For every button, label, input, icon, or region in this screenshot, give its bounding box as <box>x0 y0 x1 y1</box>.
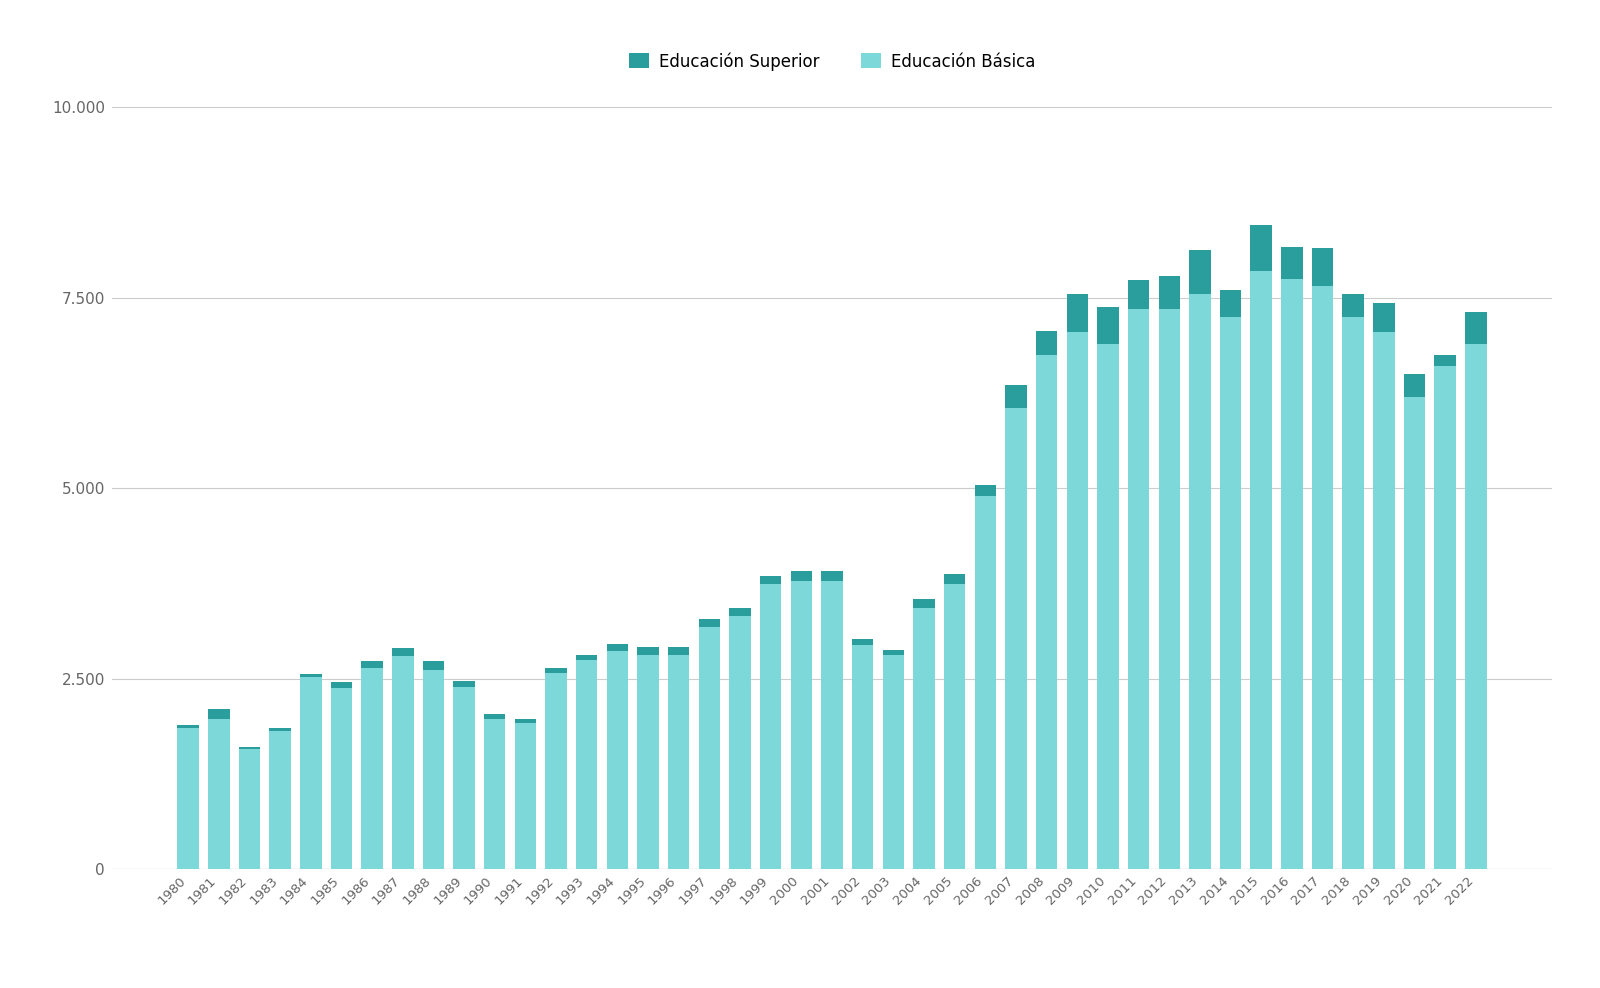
Bar <box>730 608 750 616</box>
Bar <box>422 670 445 869</box>
Bar <box>269 731 291 869</box>
Bar <box>1219 290 1242 317</box>
Bar <box>1403 374 1426 397</box>
Bar <box>422 661 445 670</box>
Bar <box>667 654 690 869</box>
Bar <box>485 714 506 718</box>
Bar <box>453 687 475 869</box>
Bar <box>606 644 629 651</box>
Bar <box>914 608 934 869</box>
Bar <box>1098 307 1118 344</box>
Bar <box>331 688 352 869</box>
Bar <box>1282 247 1302 279</box>
Bar <box>974 484 997 496</box>
Bar <box>238 749 261 869</box>
Bar <box>1158 277 1179 309</box>
Bar <box>576 654 597 660</box>
Bar <box>208 708 229 718</box>
Bar <box>1435 367 1456 869</box>
Bar <box>1189 294 1211 869</box>
Bar <box>362 661 382 668</box>
Bar <box>790 581 813 869</box>
Bar <box>637 654 659 869</box>
Bar <box>576 660 597 869</box>
Bar <box>392 656 413 869</box>
Bar <box>1312 287 1333 869</box>
Bar <box>485 718 506 869</box>
Bar <box>914 599 934 608</box>
Bar <box>944 574 965 584</box>
Bar <box>606 651 629 869</box>
Bar <box>269 728 291 731</box>
Bar <box>1128 281 1149 309</box>
Bar <box>1035 355 1058 869</box>
Bar <box>1373 332 1395 869</box>
Bar <box>1219 317 1242 869</box>
Bar <box>392 648 413 656</box>
Bar <box>821 571 843 581</box>
Bar <box>1373 303 1395 332</box>
Bar <box>760 584 781 869</box>
Bar <box>178 728 198 869</box>
Legend: Educación Superior, Educación Básica: Educación Superior, Educación Básica <box>622 45 1042 77</box>
Bar <box>760 576 781 584</box>
Bar <box>1342 294 1363 317</box>
Bar <box>730 616 750 869</box>
Bar <box>1282 279 1302 869</box>
Bar <box>301 674 322 678</box>
Bar <box>238 748 261 749</box>
Bar <box>1403 397 1426 869</box>
Bar <box>453 681 475 687</box>
Bar <box>883 654 904 869</box>
Bar <box>1466 344 1486 869</box>
Bar <box>883 650 904 654</box>
Bar <box>974 496 997 869</box>
Bar <box>1067 294 1088 332</box>
Bar <box>821 581 843 869</box>
Bar <box>362 668 382 869</box>
Bar <box>1189 250 1211 294</box>
Bar <box>1342 317 1363 869</box>
Bar <box>301 678 322 869</box>
Bar <box>1251 271 1272 869</box>
Bar <box>699 619 720 627</box>
Bar <box>331 682 352 688</box>
Bar <box>667 647 690 654</box>
Bar <box>1098 344 1118 869</box>
Bar <box>1251 225 1272 271</box>
Bar <box>546 673 566 869</box>
Bar <box>851 644 874 869</box>
Bar <box>1005 408 1027 869</box>
Bar <box>1067 332 1088 869</box>
Bar <box>515 723 536 869</box>
Bar <box>1005 385 1027 408</box>
Bar <box>851 638 874 644</box>
Bar <box>208 718 229 869</box>
Bar <box>790 571 813 581</box>
Bar <box>546 668 566 673</box>
Bar <box>699 627 720 869</box>
Bar <box>1466 311 1486 344</box>
Bar <box>515 719 536 723</box>
Bar <box>1128 309 1149 869</box>
Bar <box>1435 355 1456 367</box>
Bar <box>944 584 965 869</box>
Bar <box>637 647 659 654</box>
Bar <box>178 724 198 728</box>
Bar <box>1312 248 1333 287</box>
Bar <box>1158 309 1179 869</box>
Bar <box>1035 331 1058 355</box>
